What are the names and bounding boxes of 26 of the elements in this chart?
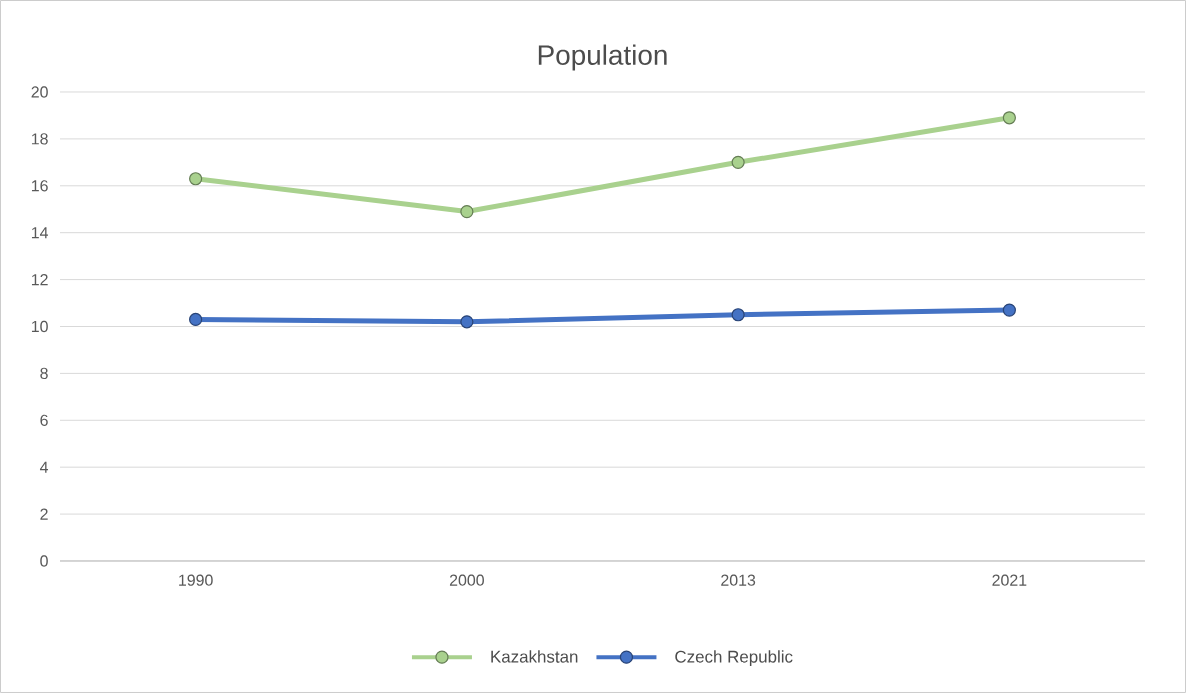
point [1002, 111, 1016, 125]
point [460, 315, 474, 329]
y-tick-label: 8 [40, 367, 48, 380]
y-tick-label: 18 [31, 133, 48, 145]
chart-title: Population [538, 44, 667, 71]
x-tick-label: 1990 [179, 574, 213, 586]
y-tick-label: 20 [31, 86, 48, 98]
y-tick-label: 10 [31, 320, 48, 333]
y-tick-label: 12 [31, 274, 48, 286]
point [731, 308, 745, 322]
point [189, 312, 203, 327]
y-tick-label: 14 [31, 227, 49, 239]
y-tick-label: 6 [40, 414, 48, 426]
point [189, 172, 203, 186]
point [460, 204, 474, 219]
y-tick-label: 16 [31, 180, 48, 192]
point [1002, 303, 1016, 317]
y-tick-label: 2 [40, 508, 48, 520]
x-tick-label: 2013 [721, 574, 756, 586]
x-tick-label: 2000 [449, 574, 484, 586]
y-tick-label: 0 [40, 555, 48, 567]
point [731, 155, 745, 169]
legend-label: Kazakhstan [491, 650, 578, 663]
x-tick-label: 2021 [992, 574, 1027, 586]
y-tick-label: 4 [39, 461, 49, 473]
legend-label: Czech Republic [675, 650, 793, 667]
